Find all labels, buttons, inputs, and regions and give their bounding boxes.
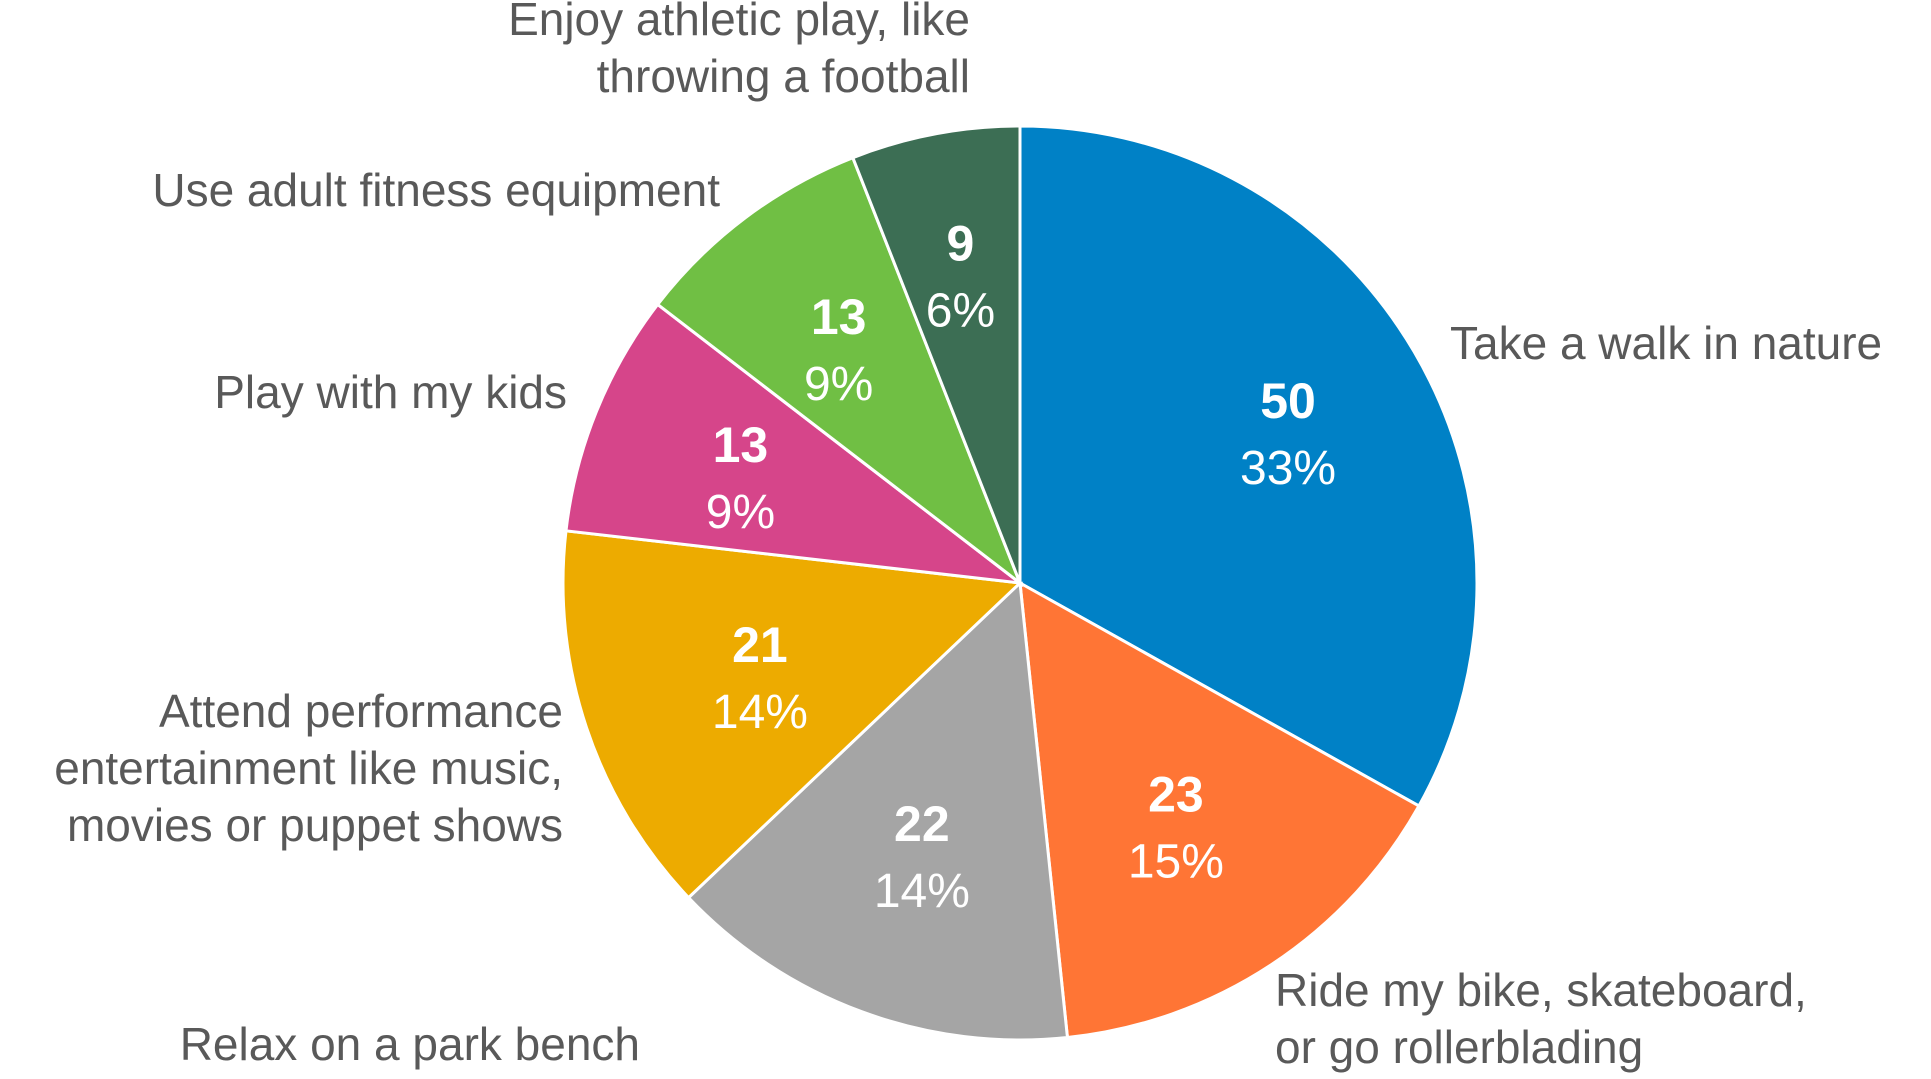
category-label-line: Use adult fitness equipment <box>152 164 720 216</box>
slice-value-label: 23 <box>1148 767 1204 823</box>
category-label-line: throwing a football <box>597 50 970 102</box>
category-label-take-a-walk-in-nature: Take a walk in nature <box>1450 317 1882 369</box>
category-label-play-with-my-kids: Play with my kids <box>214 366 567 418</box>
slice-value-label: 13 <box>811 289 867 345</box>
slice-value-label: 22 <box>894 796 950 852</box>
slice-percent-label: 33% <box>1240 442 1336 495</box>
slice-percent-label: 9% <box>706 486 775 539</box>
category-label-enjoy-athletic-play-like-throwing-a-football: Enjoy athletic play, like throwing a foot… <box>508 0 970 102</box>
pie-slice-relax-on-a-park-bench <box>686 579 1070 1042</box>
slice-value-label: 50 <box>1260 373 1316 429</box>
slice-value-label: 13 <box>713 417 769 473</box>
slice-percent-label: 15% <box>1128 836 1224 889</box>
pie-slice-enjoy-athletic-play-like-throwing-a-football <box>850 124 1022 584</box>
category-label-use-adult-fitness-equipment: Use adult fitness equipment <box>152 164 720 216</box>
pie-slice-play-with-my-kids <box>564 302 1026 586</box>
slice-percent-label: 14% <box>874 865 970 918</box>
pie-slice-take-a-walk-in-nature <box>1018 124 1479 809</box>
category-label-line: Play with my kids <box>214 366 567 418</box>
category-label-attend-performance-entertainment-like-music-movies-or-puppet-shows: Attend performance entertainment like mus… <box>54 685 563 851</box>
slice-data-labels: 50 33% 23 15% 22 14% 21 14% 13 9% 13 9% 9 6% <box>706 216 1336 918</box>
pie-slice-use-adult-fitness-equipment <box>655 155 1024 588</box>
category-label-line: Relax on a park bench <box>180 1018 640 1070</box>
pie-slice-attend-performance-entertainment-like-music-movies-or-puppet-shows <box>561 529 1024 900</box>
category-label-ride-my-bike-skateboard-or-go-rollerblading: Ride my bike, skateboard, or go rollerbla… <box>1275 964 1807 1073</box>
slice-percent-label: 6% <box>926 285 995 338</box>
category-label-line: Take a walk in nature <box>1450 317 1882 369</box>
category-label-line: Attend performance <box>159 685 563 737</box>
category-label-line: movies or puppet shows <box>67 799 563 851</box>
category-labels: Take a walk in nature Ride my bike, skate… <box>54 0 1882 1073</box>
category-label-line: Ride my bike, skateboard, <box>1275 964 1807 1016</box>
slice-value-label: 9 <box>947 216 975 272</box>
category-label-relax-on-a-park-bench: Relax on a park bench <box>180 1018 640 1070</box>
category-label-line: or go rollerblading <box>1275 1021 1643 1073</box>
slice-percent-label: 9% <box>804 358 873 411</box>
category-label-line: Enjoy athletic play, like <box>508 0 970 45</box>
category-label-line: entertainment like music, <box>54 742 563 794</box>
slice-percent-label: 14% <box>712 686 808 739</box>
pie-slice-ride-my-bike-skateboard-or-go-rollerblading <box>1018 580 1421 1040</box>
pie-slices <box>561 124 1479 1042</box>
slice-value-label: 21 <box>732 617 788 673</box>
